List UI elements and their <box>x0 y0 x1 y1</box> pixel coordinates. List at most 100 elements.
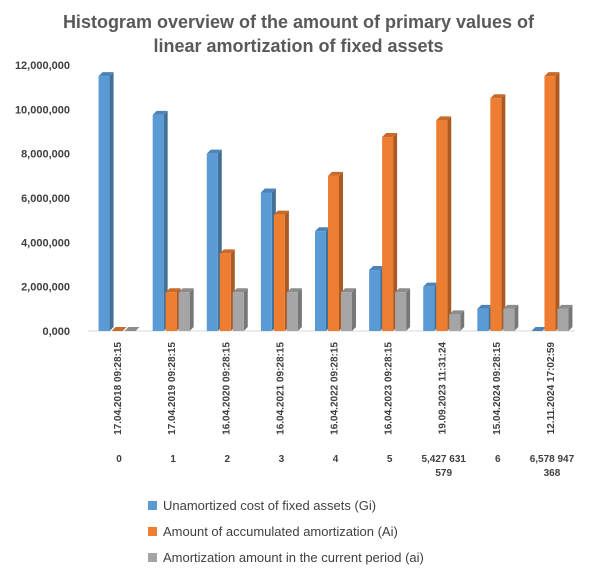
bar-front <box>557 308 569 331</box>
bar-front <box>544 76 556 331</box>
y-tick-label: 2,000,000 <box>21 282 70 294</box>
y-tick-label: 8,000,000 <box>21 149 70 161</box>
bar-top <box>232 288 248 293</box>
bar-top <box>423 282 439 287</box>
bar <box>286 288 302 331</box>
bar <box>328 171 343 331</box>
bar <box>531 327 547 331</box>
legend-swatch-ai-current <box>148 552 157 562</box>
x-tick-label-index: 2 <box>224 454 230 465</box>
x-tick-label-date: 12.11.2024 17:02:59 <box>546 342 557 435</box>
bar-top <box>557 304 573 309</box>
x-tick-label-date: 15.04.2024 09:28:15 <box>492 342 503 435</box>
chart-title: Histogram overview of the amount of prim… <box>0 10 597 58</box>
bar-side <box>555 72 560 331</box>
bar-top <box>286 288 302 293</box>
x-tick-label-index: 0 <box>116 454 122 465</box>
bar-top <box>531 327 547 331</box>
y-tick-label: 0,000 <box>42 326 70 338</box>
bar-side <box>393 133 398 331</box>
x-tick-label-index: 4 <box>333 454 339 465</box>
bar-side <box>189 288 194 331</box>
bar <box>341 288 356 331</box>
x-tick-label-index: 6,578 947 <box>530 454 575 465</box>
bar-front <box>219 253 231 331</box>
y-tick-label: 12,000,000 <box>15 60 70 72</box>
bar-side <box>163 110 168 331</box>
x-tick-label-index: 6 <box>495 454 501 465</box>
bar-top <box>382 133 398 138</box>
bar <box>260 188 276 331</box>
bar <box>449 310 465 331</box>
legend-label-gi: Unamortized cost of fixed assets (Gi) <box>163 497 377 513</box>
bar-top <box>490 94 506 99</box>
bar <box>219 249 235 331</box>
bar-top <box>219 249 235 254</box>
bar-top <box>436 116 452 121</box>
bar-front <box>98 76 110 331</box>
x-tick-label-date: 16.04.2023 09:28:15 <box>384 342 395 435</box>
legend-item-gi: Unamortized cost of fixed assets (Gi) <box>148 492 424 518</box>
bar-side <box>447 116 452 332</box>
x-tick-label-index: 579 <box>435 468 452 479</box>
x-tick-label-date: 17.04.2019 09:28:15 <box>167 342 178 435</box>
x-tick-label-index: 3 <box>279 454 285 465</box>
bar <box>165 288 181 331</box>
bar-top <box>273 210 289 215</box>
bar-top <box>341 288 356 293</box>
bar-side <box>460 310 465 331</box>
bar-top <box>260 188 276 193</box>
bar-front <box>449 314 461 331</box>
bar-front <box>286 292 298 331</box>
bar-top <box>369 266 385 271</box>
bar-side <box>406 288 411 331</box>
bar-front <box>503 308 515 331</box>
bar-side <box>243 288 248 331</box>
y-tick-label: 10,000,000 <box>15 104 70 116</box>
y-tick-label: 4,000,000 <box>21 237 70 249</box>
x-tick-label-index: 5,427 631 <box>421 454 466 465</box>
bar-front <box>273 214 285 331</box>
bar <box>273 210 289 331</box>
bar <box>369 266 385 331</box>
bar-top <box>178 288 194 293</box>
bar-side <box>568 304 573 331</box>
legend-item-ai-current: Amortization amount in the current perio… <box>148 544 424 570</box>
bar-front <box>382 137 394 331</box>
bar <box>111 327 127 331</box>
bar-front <box>341 292 352 331</box>
y-tick-label: 6,000,000 <box>21 193 70 205</box>
bar <box>315 227 330 331</box>
legend-label-ai-accumulated: Amount of accumulated amortization (Ai) <box>163 523 398 539</box>
bar-top <box>395 288 411 293</box>
bar <box>206 149 222 331</box>
bar-front <box>328 175 339 331</box>
bar-front <box>436 120 448 332</box>
bar-side <box>501 94 506 331</box>
bar-top <box>477 304 493 309</box>
bar-front <box>260 192 272 331</box>
bar-top <box>328 171 343 176</box>
bar-front <box>423 286 435 331</box>
chart-plot-area: 0,000 2,000,000 4,000,000 6,000,000 8,000,00… <box>15 60 575 479</box>
legend-swatch-gi <box>148 500 157 510</box>
bar-top <box>503 304 519 309</box>
legend-item-ai-accumulated: Amount of accumulated amortization (Ai) <box>148 518 424 544</box>
bar-front <box>395 292 407 331</box>
x-tick-label-date: 16.04.2022 09:28:15 <box>330 342 341 435</box>
chart-title-line-2: linear amortization of fixed assets <box>153 36 444 56</box>
bar <box>178 288 194 331</box>
bar-side <box>514 304 519 331</box>
bar-front <box>165 292 177 331</box>
x-tick-label-date: 17.04.2018 09:28:15 <box>113 342 124 435</box>
bar-front <box>152 114 164 331</box>
bar-front <box>477 308 489 331</box>
bar-top <box>124 327 140 331</box>
bar <box>152 110 168 331</box>
x-tick-label-date: 16.04.2021 09:28:15 <box>275 342 286 435</box>
bar <box>490 94 506 331</box>
bar-front <box>178 292 190 331</box>
bar-front <box>369 270 381 331</box>
bar-top <box>544 72 560 77</box>
